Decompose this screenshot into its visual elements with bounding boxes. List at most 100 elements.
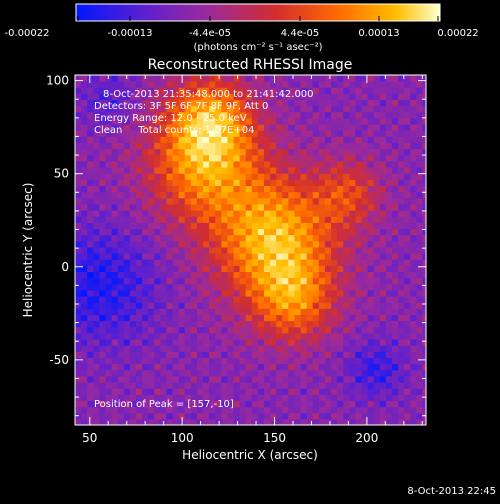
heatmap-cell <box>233 259 241 266</box>
heatmap-cell <box>129 283 137 291</box>
heatmap-cell <box>404 400 411 408</box>
heatmap-cell <box>367 283 375 291</box>
heatmap-cell <box>416 228 424 236</box>
heatmap-cell <box>300 394 308 402</box>
heatmap-cell <box>81 394 88 402</box>
heatmap-cell <box>392 154 399 162</box>
heatmap-cell <box>215 173 222 180</box>
heatmap-cell <box>270 160 277 168</box>
heatmap-cell <box>160 80 168 88</box>
heatmap-cell <box>257 332 265 340</box>
heatmap-cell <box>160 332 168 340</box>
heatmap-cell <box>263 295 271 303</box>
heatmap-cell <box>93 203 100 211</box>
heatmap-cell <box>190 80 198 88</box>
heatmap-cell <box>209 320 216 328</box>
heatmap-cell <box>93 197 100 205</box>
heatmap-cell <box>117 271 125 279</box>
heatmap-cell <box>300 191 308 199</box>
heatmap-cell <box>288 345 296 352</box>
heatmap-cell <box>111 332 119 340</box>
heatmap-cell <box>361 388 369 395</box>
heatmap-cell <box>392 142 399 150</box>
heatmap-cell <box>166 375 174 383</box>
heatmap-cell <box>87 265 94 273</box>
heatmap-cell <box>203 185 210 193</box>
heatmap-cell <box>263 412 271 420</box>
heatmap-cell <box>373 388 381 395</box>
heatmap-cell <box>300 80 308 88</box>
heatmap-cell <box>300 203 308 211</box>
heatmap-cell <box>178 136 186 143</box>
heatmap-cell <box>154 93 161 100</box>
heatmap-cell <box>367 234 375 242</box>
heatmap-cell <box>398 203 405 211</box>
heatmap-cell <box>178 320 186 328</box>
heatmap-cell <box>318 105 326 113</box>
heatmap-cell <box>245 271 253 279</box>
heatmap-cell <box>99 216 107 223</box>
heatmap-cell <box>373 271 381 279</box>
heatmap-cell <box>148 259 155 266</box>
heatmap-cell <box>117 179 125 186</box>
heatmap-cell <box>233 400 241 408</box>
heatmap-cell <box>160 283 168 291</box>
heatmap-cell <box>178 191 186 199</box>
heatmap-cell <box>416 80 424 88</box>
heatmap-cell <box>75 209 82 217</box>
heatmap-cell <box>135 302 143 309</box>
heatmap-cell <box>203 357 210 365</box>
heatmap-cell <box>117 295 125 303</box>
heatmap-cell <box>398 345 405 352</box>
heatmap-cell <box>184 136 192 143</box>
heatmap-cell <box>257 136 265 143</box>
heatmap-cell <box>233 252 241 260</box>
heatmap-cell <box>257 246 265 254</box>
heatmap-cell <box>410 277 417 285</box>
heatmap-cell <box>306 123 314 131</box>
heatmap-cell <box>294 338 302 346</box>
heatmap-cell <box>227 240 235 248</box>
heatmap-cell <box>288 197 296 205</box>
heatmap-cell <box>416 375 424 383</box>
heatmap-cell <box>398 357 405 365</box>
heatmap-cell <box>99 185 107 193</box>
heatmap-cell <box>184 412 192 420</box>
heatmap-cell <box>331 111 338 119</box>
heatmap-cell <box>324 185 332 193</box>
heatmap-cell <box>81 400 88 408</box>
heatmap-cell <box>318 363 326 371</box>
heatmap-cell <box>373 222 381 229</box>
heatmap-cell <box>398 314 405 322</box>
heatmap-cell <box>324 228 332 236</box>
heatmap-cell <box>105 111 113 119</box>
heatmap-cell <box>239 123 247 131</box>
heatmap-cell <box>251 123 259 131</box>
heatmap-cell <box>190 314 198 322</box>
heatmap-cell <box>343 265 350 273</box>
heatmap-cell <box>245 173 253 180</box>
heatmap-cell <box>172 179 180 186</box>
heatmap-cell <box>166 271 174 279</box>
heatmap-cell <box>196 80 204 88</box>
heatmap-cell <box>245 345 253 352</box>
heatmap-cell <box>105 203 113 211</box>
heatmap-cell <box>148 191 155 199</box>
heatmap-cell <box>385 400 393 408</box>
heatmap-cell <box>227 412 235 420</box>
heatmap-cell <box>361 363 369 371</box>
heatmap-cell <box>111 240 119 248</box>
heatmap-cell <box>215 400 222 408</box>
heatmap-cell <box>276 314 283 322</box>
heatmap-cell <box>349 320 357 328</box>
heatmap-cell <box>263 203 271 211</box>
heatmap-cell <box>93 105 100 113</box>
heatmap-cell <box>239 117 247 125</box>
heatmap-cell <box>300 357 308 365</box>
heatmap-cell <box>373 93 381 100</box>
heatmap-cell <box>233 265 241 273</box>
heatmap-cell <box>398 363 405 371</box>
heatmap-cell <box>361 295 369 303</box>
heatmap-cell <box>105 222 113 229</box>
heatmap-cell <box>367 406 375 414</box>
